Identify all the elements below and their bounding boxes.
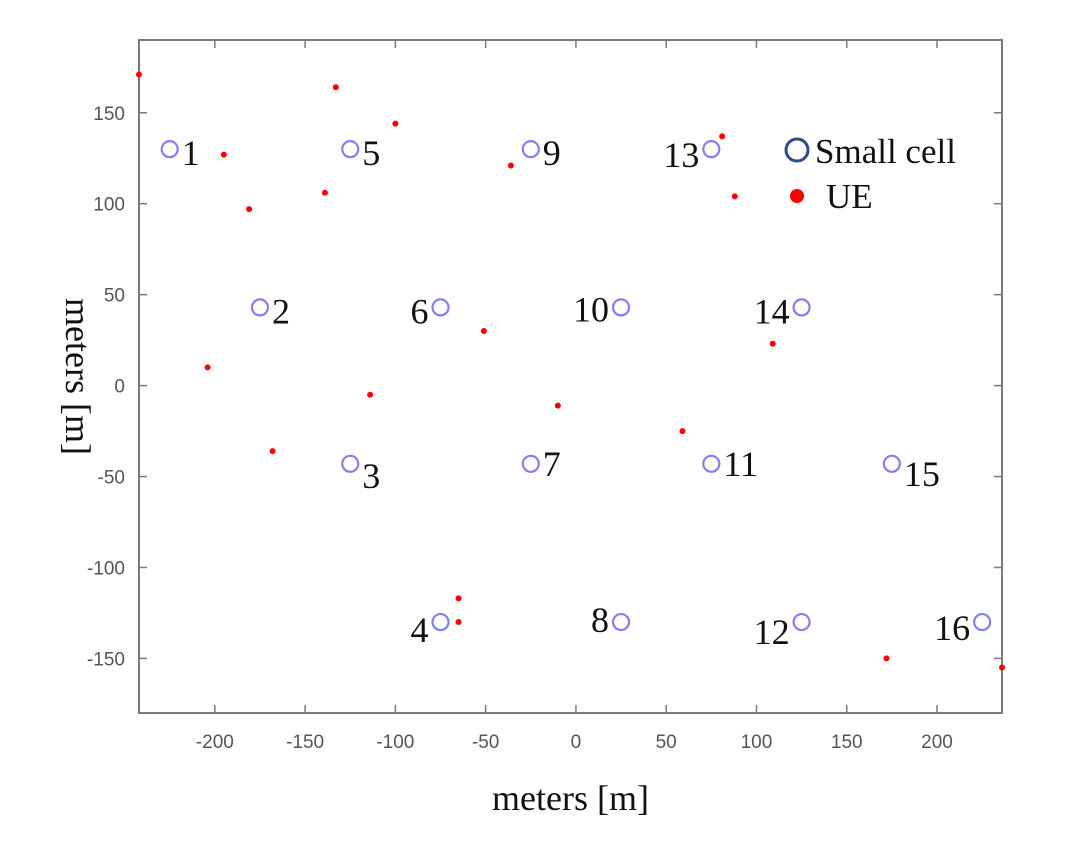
small-cell-marker: [792, 612, 811, 632]
ue-point: [679, 428, 686, 435]
small-cell-marker: [341, 454, 360, 473]
ue-point: [269, 448, 276, 455]
small-cell-marker: [250, 298, 270, 317]
y-tick-label: -150: [87, 649, 125, 670]
ue-point: [507, 162, 514, 169]
plot-area-frame: [138, 39, 1003, 714]
small-cell-marker: [973, 612, 992, 632]
y-tick-label: -100: [87, 558, 125, 579]
legend: Small cell UE: [784, 132, 956, 216]
y-axis-label: meters [m]: [58, 298, 98, 455]
small-cell-label: 4: [411, 610, 429, 650]
small-cell-marker: [521, 140, 540, 159]
ue-point: [719, 133, 726, 140]
small-cell-label: 3: [362, 456, 380, 496]
small-cell-marker: [611, 298, 631, 317]
small-cell-marker: [160, 140, 179, 159]
small-cell-label: 9: [543, 133, 561, 173]
y-tick-label: 0: [114, 377, 125, 398]
small-cell-marker: [431, 612, 450, 632]
legend-ue-label: UE: [826, 177, 873, 216]
axis-ticks: -200 -150 -100 -50 0 50 100 150 200 150 100 50 0 -50 -…: [87, 40, 1002, 753]
small-cell-label: 13: [663, 135, 699, 175]
y-tick-label: 100: [93, 195, 125, 216]
ue-point: [332, 84, 339, 91]
ue-point: [769, 340, 776, 347]
ue-point: [204, 364, 211, 371]
small-cell-marker: [341, 140, 360, 159]
x-tick-label: 200: [921, 732, 953, 753]
small-cell-label: 6: [411, 291, 429, 331]
small-cell-marker: [702, 140, 721, 159]
legend-ue-marker: [790, 189, 804, 203]
ue-point: [367, 391, 374, 398]
small-cell-label: 1: [182, 133, 200, 173]
ue-point: [392, 120, 399, 127]
small-cell-label: 15: [904, 454, 940, 494]
small-cell-label: 12: [754, 612, 790, 652]
x-tick-label: -150: [286, 732, 324, 753]
y-tick-label: -50: [98, 468, 125, 489]
ue-point: [554, 402, 561, 409]
ue-point: [136, 71, 142, 78]
small-cell-label: 7: [543, 444, 561, 484]
small-cell-marker: [431, 298, 450, 317]
ue-point: [455, 595, 462, 602]
x-tick-label: -200: [196, 732, 234, 753]
ue-point: [455, 619, 462, 626]
ue-point: [246, 206, 253, 213]
small-cell-label: 16: [934, 608, 970, 648]
small-cell-marker: [702, 454, 721, 473]
ue-point: [731, 193, 738, 200]
small-cell-marker: [521, 454, 540, 473]
ue-point: [321, 189, 328, 196]
x-tick-label: 50: [656, 732, 677, 753]
ue-point: [220, 151, 227, 158]
x-tick-label: 100: [741, 732, 773, 753]
small-cell-label: 14: [754, 291, 790, 331]
ue-point: [883, 655, 890, 662]
x-tick-label: -50: [472, 732, 499, 753]
ue-point: [999, 664, 1005, 671]
small-cell-label: 11: [723, 444, 758, 484]
small-cell-label: 5: [362, 133, 380, 173]
x-tick-label: 0: [571, 732, 582, 753]
x-axis-label: meters [m]: [492, 778, 649, 818]
x-tick-label: 150: [831, 732, 863, 753]
legend-small-cell-marker: [784, 137, 810, 163]
small-cell-label: 8: [591, 600, 609, 640]
legend-small-cell-label: Small cell: [815, 132, 956, 171]
y-tick-label: 50: [104, 286, 125, 307]
y-tick-label: 150: [93, 104, 125, 125]
small-cell-marker: [882, 454, 901, 473]
x-tick-label: -100: [376, 732, 414, 753]
small-cell-label: 10: [573, 289, 609, 329]
small-cell-label: 2: [272, 291, 290, 331]
ue-point: [480, 328, 487, 335]
small-cell-marker: [611, 612, 631, 632]
small-cell-marker: [792, 298, 811, 317]
